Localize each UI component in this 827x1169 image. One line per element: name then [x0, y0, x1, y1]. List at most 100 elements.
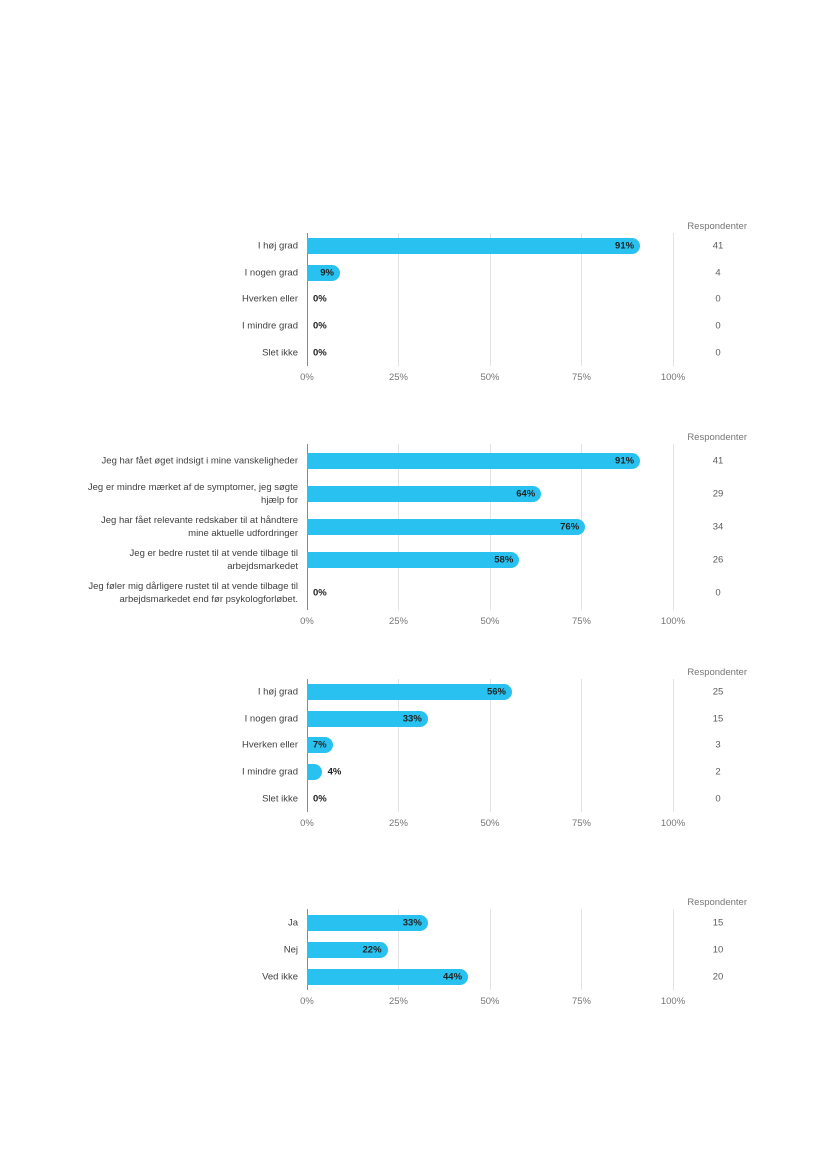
chart-row: Hverken eller 0% 0 — [0, 286, 827, 313]
respondent-count: 0 — [715, 293, 721, 305]
x-tick-label: 50% — [480, 818, 500, 829]
category-label: I mindre grad — [242, 320, 298, 332]
chart-row: Jeg er mindre mærket af de symptomer, je… — [0, 477, 827, 510]
x-tick-label: 0% — [300, 818, 314, 829]
respondent-count: 10 — [712, 944, 724, 955]
respondent-count: 26 — [712, 554, 724, 566]
x-tick-label: 25% — [388, 616, 409, 627]
respondent-count: 3 — [715, 739, 721, 751]
bar-value-label: 33% — [402, 713, 422, 725]
x-tick-label: 25% — [388, 372, 409, 383]
chart-row: Ja 33% 15 — [0, 909, 827, 936]
chart-row: I nogen grad 33% 15 — [0, 706, 827, 733]
bar-value-label: 0% — [313, 587, 327, 599]
gridline — [489, 233, 491, 366]
category-label: Jeg har fået relevante redskaber til at … — [101, 514, 298, 539]
chart-row: Jeg er bedre rustet til at vende tilbage… — [0, 544, 827, 577]
bar-value-label: 76% — [560, 521, 580, 533]
gridline — [581, 233, 582, 366]
respondent-count: 20 — [712, 971, 724, 982]
respondent-count: 4 — [715, 267, 721, 279]
chart-row: Jeg har fået øget indsigt i mine vanskel… — [0, 444, 827, 477]
x-tick-label: 75% — [571, 996, 592, 1007]
bar-value-label: 91% — [615, 455, 635, 467]
bar — [307, 710, 428, 727]
x-tick-label: 0% — [300, 372, 314, 383]
bar — [307, 485, 542, 502]
respondent-count: 0 — [715, 347, 721, 359]
gridline — [672, 679, 674, 812]
category-label: Jeg er mindre mærket af de symptomer, je… — [87, 481, 298, 506]
x-axis: 0% 25% 50% 75% 100% — [300, 616, 685, 628]
x-tick-label: 75% — [571, 372, 592, 383]
bar — [307, 684, 512, 701]
category-label: Jeg er bedre rustet til at vende tilbage… — [129, 548, 298, 573]
bar-value-label: 56% — [486, 686, 506, 698]
respondent-count: 0 — [715, 320, 721, 332]
gridline — [398, 909, 399, 990]
x-tick-label: 25% — [388, 996, 409, 1007]
bar — [307, 452, 641, 469]
category-label: I nogen grad — [244, 713, 298, 725]
gridline — [489, 679, 491, 812]
respondent-count: 15 — [712, 713, 724, 725]
category-label: Slet ikke — [262, 793, 298, 805]
chart-row: I nogen grad 9% 4 — [0, 260, 827, 287]
respondents-column-header: Respondenter — [687, 897, 747, 908]
bar-value-label: 58% — [494, 554, 514, 566]
chart-row: Ved ikke 44% 20 — [0, 963, 827, 990]
bar — [307, 737, 333, 754]
bar-value-label: 0% — [313, 320, 327, 332]
bar-value-label: 44% — [443, 971, 463, 982]
bar — [307, 914, 428, 931]
x-tick-label: 50% — [480, 372, 500, 383]
respondent-count: 34 — [712, 521, 724, 533]
bar-value-label: 7% — [312, 739, 327, 751]
chart-row: Slet ikke 0% 0 — [0, 785, 827, 812]
gridline — [489, 909, 491, 990]
x-tick-label: 50% — [480, 616, 500, 627]
x-tick-label: 100% — [660, 616, 686, 627]
category-label: Jeg føler mig dårligere rustet til at ve… — [88, 581, 298, 606]
category-label: Ja — [287, 917, 298, 928]
respondent-count: 25 — [712, 686, 724, 698]
chart-row: Jeg føler mig dårligere rustet til at ve… — [0, 577, 827, 610]
chart-row: Jeg har fået relevante redskaber til at … — [0, 510, 827, 543]
gridline — [672, 444, 674, 610]
category-label: Ved ikke — [262, 971, 298, 982]
x-tick-label: 100% — [660, 818, 686, 829]
x-tick-label: 75% — [571, 616, 592, 627]
x-tick-label: 0% — [300, 616, 314, 627]
respondents-column-header: Respondenter — [687, 667, 747, 678]
gridline — [398, 233, 399, 366]
bar-value-label: 33% — [402, 917, 422, 928]
x-tick-label: 100% — [660, 996, 686, 1007]
category-label: Hverken eller — [242, 293, 298, 305]
chart-row: Hverken eller 7% 3 — [0, 732, 827, 759]
respondents-column-header: Respondenter — [687, 432, 747, 443]
category-label: Hverken eller — [242, 739, 298, 751]
x-tick-label: 25% — [388, 818, 409, 829]
axis-line — [306, 233, 308, 366]
respondent-count: 2 — [715, 766, 721, 778]
plot-area — [306, 233, 674, 366]
bar — [307, 518, 586, 535]
chart-row: Slet ikke 0% 0 — [0, 339, 827, 366]
respondent-count: 0 — [715, 793, 721, 805]
category-label: I mindre grad — [242, 766, 298, 778]
chart-row: Nej 22% 10 — [0, 936, 827, 963]
respondent-count: 29 — [712, 488, 724, 500]
bar — [307, 941, 388, 958]
x-tick-label: 0% — [300, 996, 314, 1007]
gridline — [672, 233, 674, 366]
gridline — [581, 909, 582, 990]
respondent-count: 15 — [712, 917, 724, 928]
category-label: Jeg har fået øget indsigt i mine vanskel… — [101, 455, 298, 467]
x-axis: 0% 25% 50% 75% 100% — [300, 372, 685, 384]
bar-value-label: 64% — [516, 488, 536, 500]
chart-rows: I høj grad 91% 41 I nogen grad 9% 4 Hverken el… — [0, 233, 827, 366]
chart-rows: Ja 33% 15 Nej 22% 10 Ved ikke 44% 20 — [0, 909, 827, 990]
chart-row: I høj grad 56% 25 — [0, 679, 827, 706]
bar — [307, 238, 641, 255]
